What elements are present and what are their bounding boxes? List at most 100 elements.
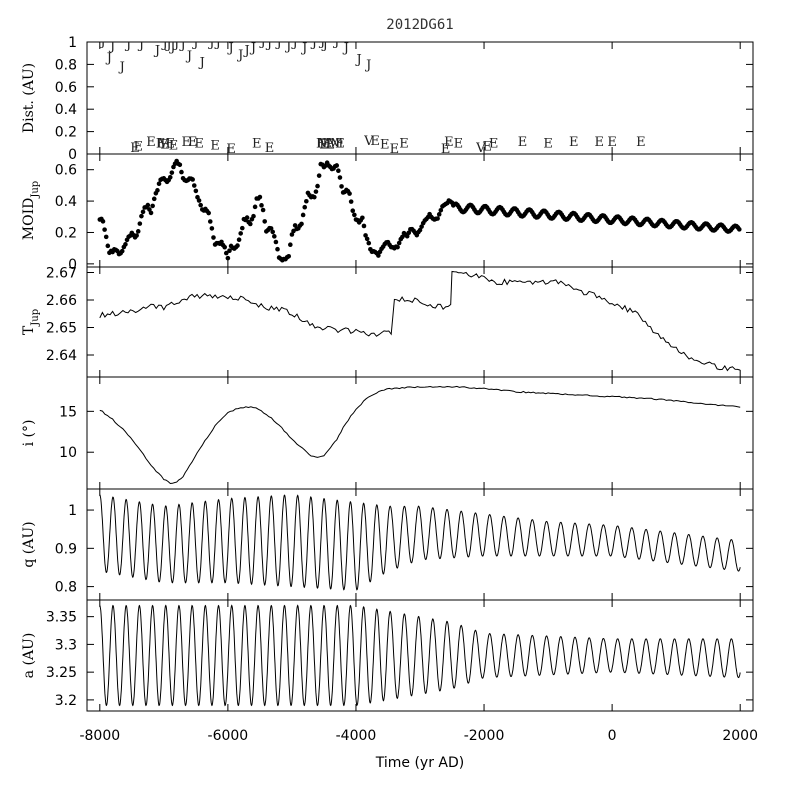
encounter-marker-E: E (482, 140, 492, 155)
moid-point (275, 246, 280, 252)
chart-title: 2012DG61 (386, 17, 453, 33)
y-axis-label-text: q (AU) (21, 521, 37, 567)
encounter-marker-J: J (364, 58, 371, 73)
encounter-marker-E: E (210, 139, 220, 154)
moid-point (736, 227, 742, 232)
encounter-marker-M: M (157, 136, 170, 151)
moid-point (145, 202, 151, 208)
moid-point (179, 169, 184, 175)
y-tick-label: 3.3 (55, 637, 77, 653)
moid-point (262, 219, 268, 224)
moid-point (247, 221, 253, 227)
moid-point (167, 175, 173, 180)
moid-point (251, 213, 256, 219)
moid-point (148, 210, 154, 216)
encounter-marker-E: E (319, 137, 329, 152)
moid-point (316, 173, 322, 178)
encounter-marker-E: E (194, 136, 204, 151)
y-tick-label: 15 (59, 404, 77, 420)
x-tick-label: -2000 (464, 728, 505, 744)
encounter-marker-E: E (399, 136, 409, 151)
encounter-marker-E: E (390, 142, 400, 157)
moid-point (352, 212, 357, 218)
moid-point (198, 202, 203, 208)
moid-point (339, 184, 344, 189)
encounter-marker-J: J (249, 41, 256, 56)
moid-point (155, 188, 160, 193)
plot-area-dist: JJJJJJJJJJJJJJJJJJJJJJJJJJJJJJJJJJEEEEEE… (98, 34, 646, 157)
moid-point (366, 240, 372, 246)
encounter-marker-J: J (342, 41, 349, 56)
encounter-marker-J: J (226, 41, 233, 56)
moid-point (222, 244, 227, 250)
encounter-marker-J: J (207, 35, 214, 50)
encounter-marker-M: M (327, 136, 340, 151)
encounter-marker-J: J (214, 35, 221, 50)
encounter-marker-J: J (310, 35, 317, 50)
encounter-marker-J: J (300, 41, 307, 56)
moid-point (140, 209, 146, 215)
y-axis-label-subscript: Jup (30, 309, 41, 327)
moid-point (312, 194, 317, 200)
encounter-marker-J: J (164, 38, 171, 53)
y-tick-label: 2.65 (46, 321, 77, 337)
moid-point (196, 198, 202, 203)
moid-point (259, 203, 264, 208)
y-axis-label-text: a (AU) (21, 633, 37, 679)
encounter-marker-J: J (275, 35, 282, 50)
moid-point (225, 255, 231, 261)
encounter-marker-E: E (636, 135, 646, 150)
moid-point (191, 183, 197, 188)
moid-point (350, 208, 356, 214)
moid-point (177, 162, 183, 168)
moid-point (299, 221, 304, 227)
x-tick-label: 2000 (722, 728, 758, 744)
moid-point (360, 215, 365, 221)
moid-point (404, 233, 410, 239)
encounter-marker-E: E (265, 141, 275, 156)
y-tick-label: 0.6 (55, 80, 77, 96)
moid-point (156, 181, 162, 187)
x-tick-label: 0 (608, 728, 617, 744)
moid-point (336, 168, 341, 174)
y-tick-label: 2.66 (46, 293, 77, 309)
moid-point (252, 204, 258, 210)
y-axis-label-moid: MOIDJup (21, 181, 41, 240)
y-tick-label: 0.8 (55, 580, 77, 596)
moid-point (419, 224, 424, 229)
moid-point (304, 198, 309, 204)
encounter-marker-J: J (318, 34, 325, 49)
moid-point (123, 242, 128, 247)
encounter-marker-J: J (265, 37, 272, 52)
moid-point (361, 223, 367, 229)
moid-point (435, 216, 440, 221)
y-tick-label: 0.4 (55, 194, 77, 210)
encounter-marker-J: J (124, 38, 131, 53)
panel-frame (86, 599, 754, 712)
encounter-marker-E: E (335, 136, 345, 151)
y-tick-label: 3.2 (55, 693, 77, 709)
panel-a: 3.2 3.25 3.3 3.35 a (AU) (21, 599, 754, 712)
moid-point (134, 233, 139, 238)
moid-point (334, 163, 340, 168)
moid-point (289, 232, 295, 237)
encounter-marker-E: E (489, 136, 499, 151)
moid-point (135, 229, 141, 234)
moid-point (313, 189, 319, 194)
encounter-marker-J: J (105, 51, 112, 66)
encounter-marker-J: J (258, 34, 265, 49)
encounter-marker-E: E (146, 135, 156, 150)
series-line-incl (99, 385, 741, 485)
encounter-marker-E: E (226, 142, 236, 157)
y-axis-label-text: MOID (21, 198, 37, 241)
encounter-marker-J: J (284, 39, 291, 54)
encounter-marker-J: J (236, 48, 243, 63)
moid-point (147, 207, 152, 212)
moid-point (260, 207, 266, 213)
y-axis-label-text: i (°) (21, 420, 37, 447)
encounter-marker-E: E (322, 136, 332, 151)
y-tick-label: 0.2 (55, 225, 77, 241)
moid-point (236, 237, 242, 242)
